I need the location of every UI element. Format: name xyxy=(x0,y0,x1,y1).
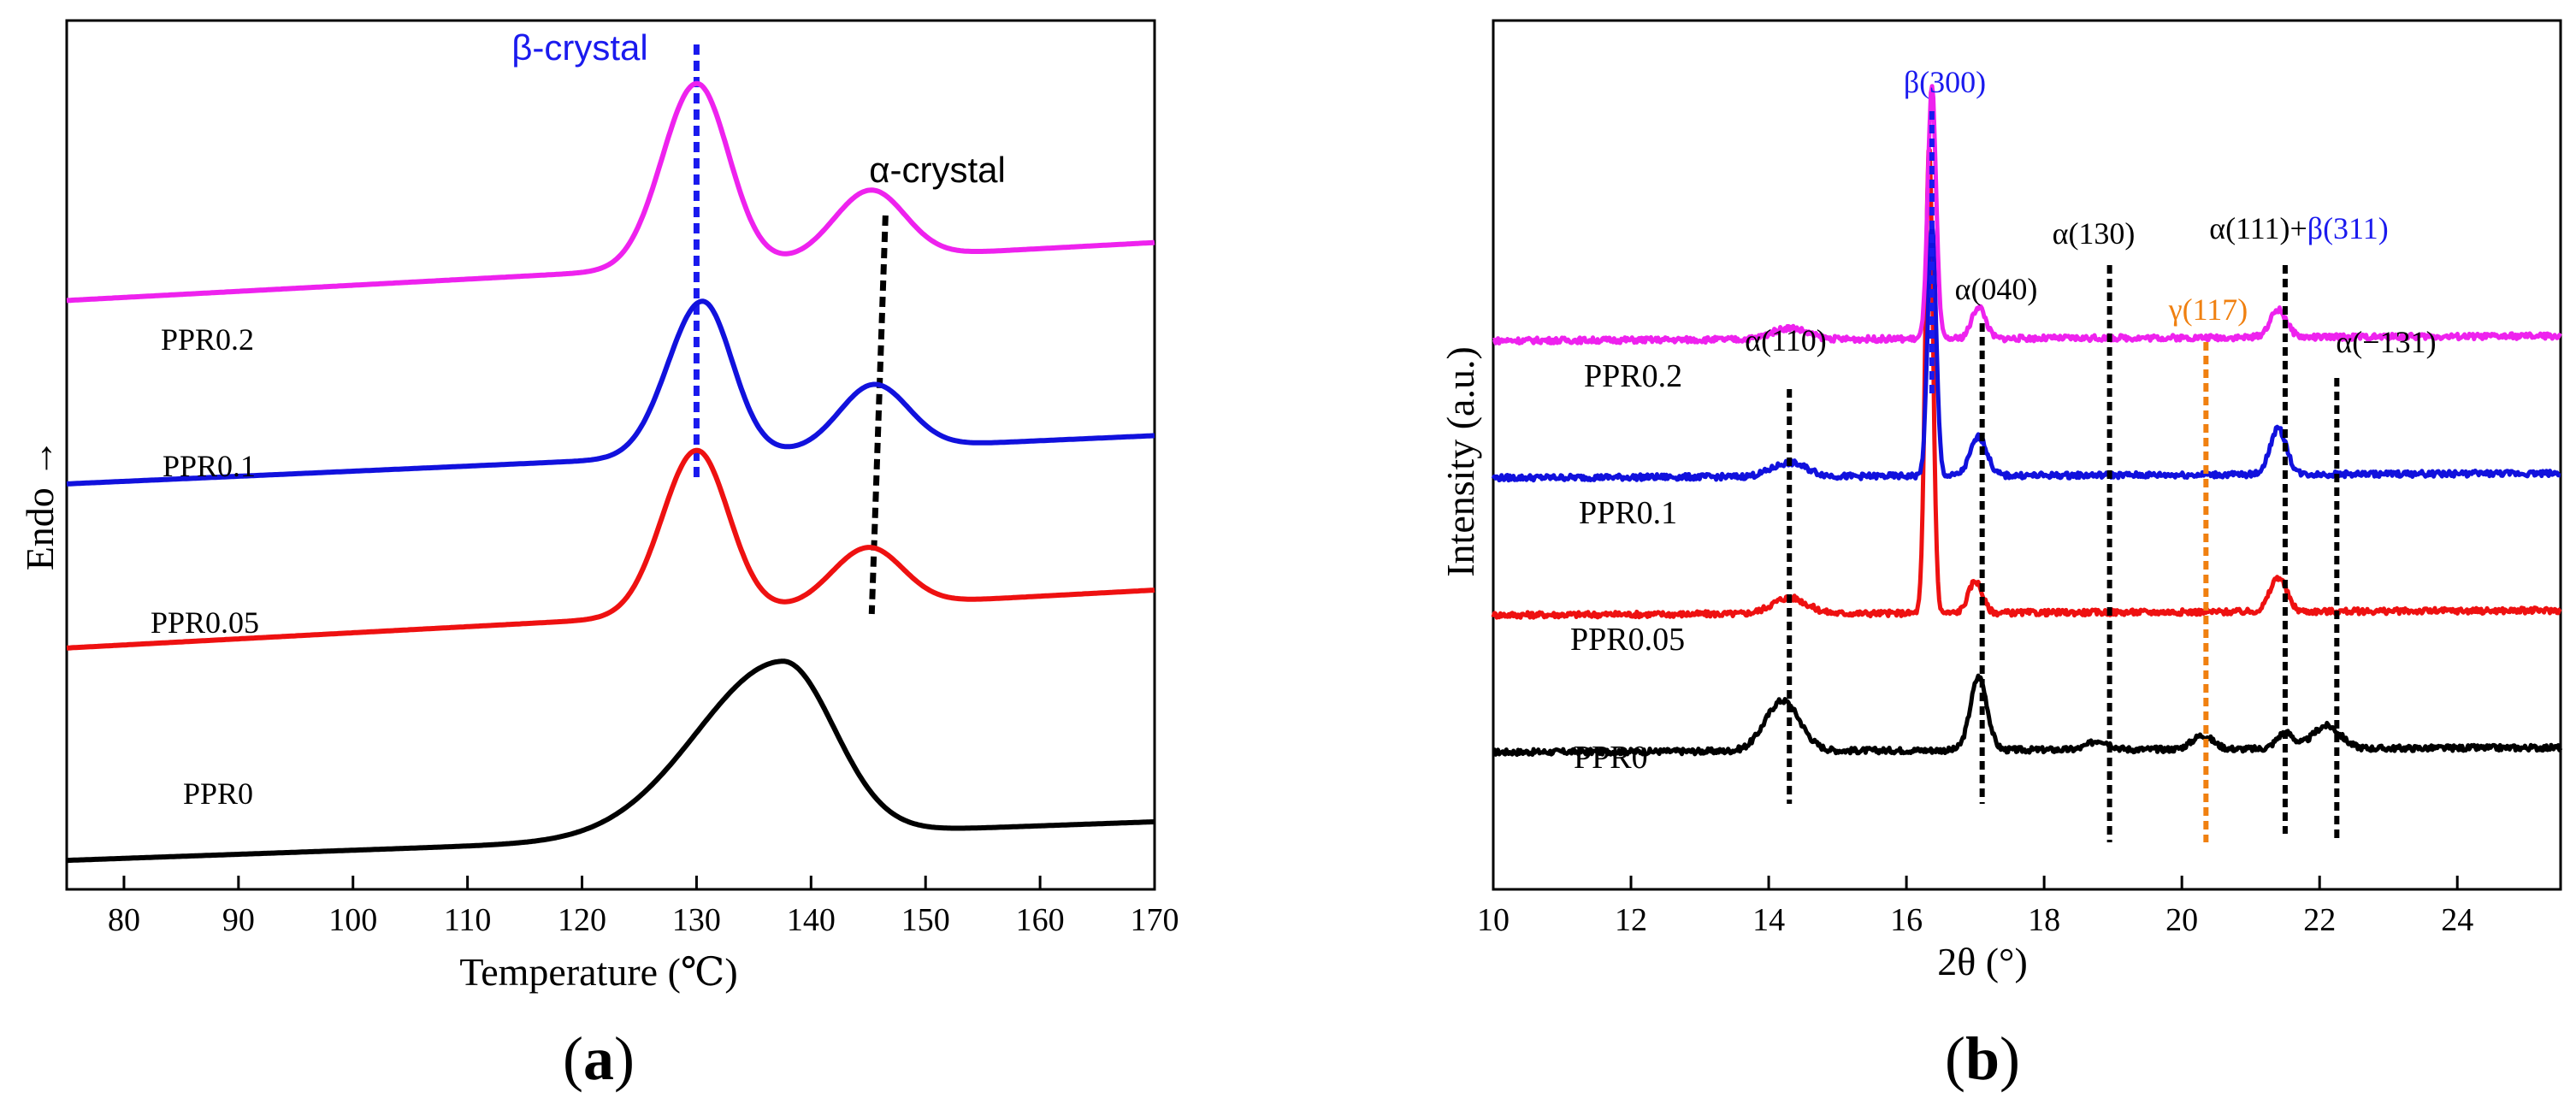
panel-b-letter: b xyxy=(1965,1024,2000,1093)
panel-a-label: (a) xyxy=(563,1024,635,1093)
panel-a-dsc-chart: 80 90 100 110 120 130 140 150 160 170 Temperature… xyxy=(18,19,1179,1093)
panel-b-tick-label-20: 20 xyxy=(2165,902,2198,938)
panel-b-xrd-chart: 10 12 14 16 18 20 22 24 2θ (°) Intensity (a.u.)… xyxy=(1439,19,2563,1093)
panel-b-tick-label-12: 12 xyxy=(1615,902,1647,938)
panel-b-tick-label-18: 18 xyxy=(2028,902,2060,938)
panel-b-x-axis: 10 12 14 16 18 20 22 24 xyxy=(1477,876,2473,938)
panel-a-reference-lines xyxy=(693,44,889,615)
beta-crystal-annotation: β-crystal xyxy=(511,27,648,68)
panel-a-plot-frame xyxy=(65,19,1156,891)
panel-a-series-ppr0 xyxy=(66,658,1155,864)
panel-b-label: (b) xyxy=(1945,1024,2020,1093)
panel-a-tick-label-160: 160 xyxy=(1016,902,1065,938)
panel-b-curves xyxy=(1491,84,2563,758)
panel-b-series-ppr0-05 xyxy=(1491,148,2562,620)
panel-b-tick-label-10: 10 xyxy=(1477,902,1510,938)
panel-a-tick-label-130: 130 xyxy=(672,902,721,938)
alpha-040-annotation: α(040) xyxy=(1955,272,2038,306)
panel-b-series-ppr0-2 xyxy=(1492,84,2562,345)
panel-a-tick-label-120: 120 xyxy=(558,902,606,938)
panel-b-tick-label-14: 14 xyxy=(1752,902,1785,938)
series-label-ppr0-05-a: PPR0.05 xyxy=(151,605,259,640)
panel-a-tick-label-100: 100 xyxy=(328,902,377,938)
panel-b-tick-label-22: 22 xyxy=(2303,902,2336,938)
gamma-117-annotation: γ(117) xyxy=(2168,292,2248,327)
panel-b-series-ppr0 xyxy=(1492,673,2563,758)
panel-a-series-ppr0-1 xyxy=(66,298,1155,487)
panel-b-reference-lines xyxy=(1787,111,2340,842)
panel-b-plot-frame xyxy=(1492,19,2562,891)
panel-b-tick-label-24: 24 xyxy=(2441,902,2473,938)
panel-a-tick-label-150: 150 xyxy=(901,902,950,938)
series-label-ppr0-05-b: PPR0.05 xyxy=(1570,622,1685,658)
alpha111-beta311-annotation: α(111)+β(311) xyxy=(2209,211,2388,245)
series-label-ppr0-a: PPR0 xyxy=(183,776,253,811)
panel-a-x-axis-title: Temperature (℃) xyxy=(459,950,737,994)
series-label-ppr0-b: PPR0 xyxy=(1574,740,1648,776)
series-label-ppr0-2-a: PPR0.2 xyxy=(161,322,254,357)
panel-a-y-axis-title: Endo → xyxy=(18,439,62,571)
panel-a-series-ppr0-2 xyxy=(66,80,1155,304)
series-label-ppr0-2-b: PPR0.2 xyxy=(1584,358,1682,394)
panel-b-series-ppr0-1 xyxy=(1491,222,2562,483)
panel-a-tick-label-80: 80 xyxy=(108,902,140,938)
alpha-130-annotation: α(130) xyxy=(2053,216,2136,251)
panel-a-curves xyxy=(66,80,1155,864)
panel-a-series-ppr0-05 xyxy=(66,447,1155,651)
panel-a-tick-label-110: 110 xyxy=(444,902,492,938)
series-label-ppr0-1-a: PPR0.1 xyxy=(162,449,256,483)
panel-a-x-axis: 80 90 100 110 120 130 140 150 160 170 xyxy=(108,876,1179,938)
panel-b-tick-label-16: 16 xyxy=(1890,902,1923,938)
alpha-crystal-annotation: α-crystal xyxy=(869,150,1006,190)
series-label-ppr0-1-b: PPR0.1 xyxy=(1579,495,1677,531)
panel-a-tick-label-140: 140 xyxy=(787,902,836,938)
alpha-110-annotation: α(110) xyxy=(1745,323,1827,357)
beta-300-annotation: β(300) xyxy=(1904,65,1986,99)
alpha-neg131-annotation: α(−131) xyxy=(2336,325,2436,359)
beta-311-text: β(311) xyxy=(2307,211,2389,245)
panel-b-x-axis-title: 2θ (°) xyxy=(1937,940,2028,983)
panel-b-y-axis-title: Intensity (a.u.) xyxy=(1439,346,1482,577)
panel-a-tick-label-170: 170 xyxy=(1131,902,1179,938)
panel-a-letter: a xyxy=(583,1024,614,1093)
alpha-111-text: α(111)+ xyxy=(2209,211,2307,245)
panel-a-tick-label-90: 90 xyxy=(222,902,255,938)
